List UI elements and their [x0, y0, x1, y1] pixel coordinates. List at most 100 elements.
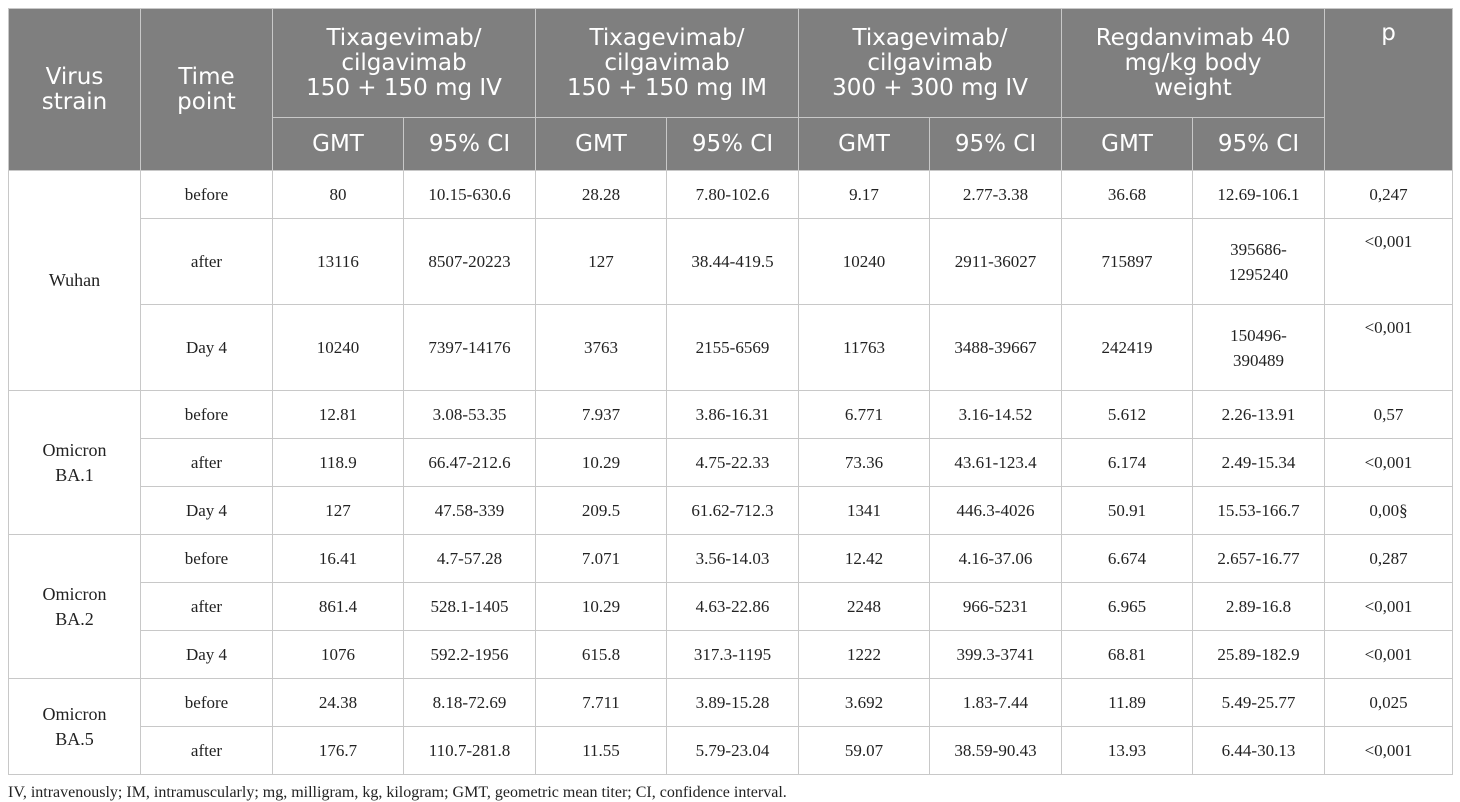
virus-strain-cell: Wuhan	[8, 170, 141, 391]
ci-cell: 399.3-3741	[929, 630, 1063, 679]
ci-cell: 2911-36027	[929, 218, 1063, 305]
gmt-cell: 11.55	[535, 726, 667, 775]
ci-cell: 3.56-14.03	[665, 534, 800, 583]
time-point-cell: after	[140, 438, 273, 487]
table-row: Wuhan before 80 10.15-630.6 28.28 7.80-102.6 9…	[8, 170, 1454, 391]
p-value-cell: <0,001	[1324, 218, 1454, 305]
table-footnote: IV, intravenously; IM, intramuscularly; …	[8, 784, 787, 801]
p-value-cell: 0,247	[1324, 170, 1454, 219]
time-point-cell: after	[140, 218, 273, 305]
ci-cell: 4.7-57.28	[403, 534, 536, 583]
header-time-point: Time point	[140, 8, 273, 171]
ci-cell: 15.53-166.7	[1192, 486, 1326, 535]
time-point-cell: before	[140, 534, 273, 583]
ci-cell: 4.63-22.86	[665, 582, 800, 631]
ci-cell: 2.657-16.77	[1192, 534, 1326, 583]
table-body: Wuhan before 80 10.15-630.6 28.28 7.80-102.6 9…	[8, 170, 1454, 775]
ci-cell: 6.44-30.13	[1192, 726, 1326, 775]
gmt-cell: 7.711	[535, 678, 667, 727]
gmt-cell: 127	[535, 218, 667, 305]
gmt-cell: 10240	[798, 218, 931, 305]
gmt-cell: 209.5	[535, 486, 667, 535]
gmt-cell: 9.17	[798, 170, 931, 219]
table-row: Omicron BA.2 before 16.41 4.7-57.28 7.071 3.56…	[8, 534, 1454, 679]
ci-cell: 38.44-419.5	[665, 218, 800, 305]
ci-cell: 2.89-16.8	[1192, 582, 1326, 631]
table-header: Virus strain Time point Tixagevimab/cilgav…	[8, 8, 1454, 171]
ci-cell: 8.18-72.69	[403, 678, 536, 727]
time-point-cell: after	[140, 726, 273, 775]
ci-cell: 395686- 1295240	[1192, 218, 1326, 305]
p-value-cell: <0,001	[1324, 630, 1454, 679]
gmt-cell: 6.174	[1061, 438, 1194, 487]
ci-cell: 7.80-102.6	[665, 170, 800, 219]
ci-cell: 47.58-339	[403, 486, 536, 535]
gmt-cell: 80	[272, 170, 404, 219]
ci-cell: 2.77-3.38	[929, 170, 1063, 219]
gmt-cell: 16.41	[272, 534, 404, 583]
gmt-cell: 118.9	[272, 438, 404, 487]
gmt-cell: 7.071	[535, 534, 667, 583]
header-group-1: Tixagevimab/cilgavimab 150 + 150 mg IV	[272, 8, 536, 118]
p-value-cell: <0,001	[1324, 726, 1454, 775]
ci-cell: 4.75-22.33	[665, 438, 800, 487]
gmt-cell: 24.38	[272, 678, 404, 727]
gmt-cell: 5.612	[1061, 390, 1194, 439]
gmt-cell: 11763	[798, 304, 931, 391]
gmt-cell: 715897	[1061, 218, 1194, 305]
p-value-cell: 0,025	[1324, 678, 1454, 727]
gmt-cell: 615.8	[535, 630, 667, 679]
table-row: after 176.7 110.7-281.8 11.55 5.79-23.04 59.0…	[9, 726, 1454, 775]
gmt-cell: 6.674	[1061, 534, 1194, 583]
gmt-cell: 50.91	[1061, 486, 1194, 535]
ci-cell: 3.16-14.52	[929, 390, 1063, 439]
gmt-cell: 73.36	[798, 438, 931, 487]
time-point-cell: Day 4	[140, 630, 273, 679]
virus-strain-cell: Omicron BA.5	[8, 678, 141, 775]
ci-cell: 110.7-281.8	[403, 726, 536, 775]
table-row: Omicron BA.5 before 24.38 8.18-72.69 7.711 3.8…	[8, 678, 1454, 775]
gmt-cell: 7.937	[535, 390, 667, 439]
ci-cell: 5.79-23.04	[665, 726, 800, 775]
results-table: Virus strain Time point Tixagevimab/cilgav…	[8, 8, 1454, 775]
gmt-cell: 242419	[1061, 304, 1194, 391]
p-value-cell: 0,287	[1324, 534, 1454, 583]
time-point-cell: Day 4	[140, 304, 273, 391]
ci-cell: 150496- 390489	[1192, 304, 1326, 391]
ci-cell: 317.3-1195	[665, 630, 800, 679]
time-point-cell: before	[140, 390, 273, 439]
gmt-cell: 11.89	[1061, 678, 1194, 727]
header-gmt: GMT	[798, 117, 931, 171]
header-gmt: GMT	[535, 117, 667, 171]
header-ci: 95% CI	[929, 117, 1063, 171]
gmt-cell: 10.29	[535, 438, 667, 487]
header-ci: 95% CI	[1192, 117, 1326, 171]
p-value-cell: <0,001	[1324, 582, 1454, 631]
ci-cell: 61.62-712.3	[665, 486, 800, 535]
gmt-cell: 1222	[798, 630, 931, 679]
header-group-2: Tixagevimab/cilgavimab 150 + 150 mg IM	[534, 8, 800, 118]
gmt-cell: 12.42	[798, 534, 931, 583]
ci-cell: 3.86-16.31	[665, 390, 800, 439]
ci-cell: 38.59-90.43	[929, 726, 1063, 775]
table-row: Omicron BA.1 before 12.81 3.08-53.35 7.937 3.8…	[8, 390, 1454, 535]
table-container: Virus strain Time point Tixagevimab/cilgav…	[8, 8, 1454, 802]
ci-cell: 3488-39667	[929, 304, 1063, 391]
header-ci: 95% CI	[403, 117, 536, 171]
ci-cell: 10.15-630.6	[403, 170, 536, 219]
ci-cell: 4.16-37.06	[929, 534, 1063, 583]
ci-cell: 966-5231	[929, 582, 1063, 631]
gmt-cell: 1341	[798, 486, 931, 535]
gmt-cell: 3763	[535, 304, 667, 391]
ci-cell: 12.69-106.1	[1192, 170, 1326, 219]
ci-cell: 1.83-7.44	[929, 678, 1063, 727]
ci-cell: 528.1-1405	[403, 582, 536, 631]
table-row: after 118.9 66.47-212.6 10.29 4.75-22.33 73.3…	[9, 438, 1454, 487]
table-row: after 861.4 528.1-1405 10.29 4.63-22.86 2248 9…	[9, 582, 1454, 631]
ci-cell: 3.89-15.28	[665, 678, 800, 727]
p-value-cell: 0,57	[1324, 390, 1454, 439]
gmt-cell: 12.81	[272, 390, 404, 439]
time-point-cell: after	[140, 582, 273, 631]
gmt-cell: 59.07	[798, 726, 931, 775]
gmt-cell: 68.81	[1061, 630, 1194, 679]
